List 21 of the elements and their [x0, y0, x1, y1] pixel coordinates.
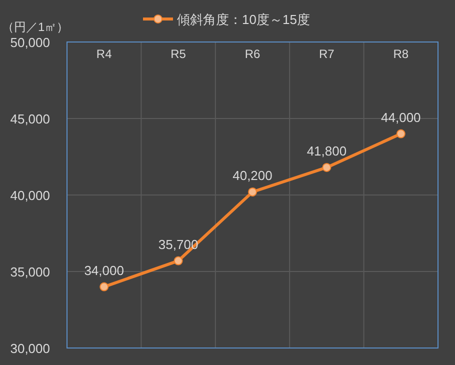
data-label: 40,200: [232, 168, 272, 183]
data-label: 41,800: [306, 143, 347, 158]
legend-label: 傾斜角度：10度～15度: [177, 12, 310, 27]
data-label: 44,000: [381, 110, 421, 125]
point: [174, 256, 183, 266]
x-tick-label: R5: [170, 47, 186, 61]
y-tick-label: 35,000: [10, 264, 50, 280]
x-tick-label: R4: [96, 47, 112, 61]
y-tick-label: 30,000: [10, 341, 50, 356]
y-axis-title: （円／1㎡）: [2, 20, 69, 34]
point: [248, 187, 257, 196]
point: [396, 129, 406, 138]
x-tick-label: R7: [319, 47, 335, 61]
x-tick-label: R8: [393, 47, 409, 61]
data-label: 34,000: [84, 262, 124, 278]
point: [322, 162, 332, 172]
y-tick-label: 40,000: [10, 188, 50, 203]
x-tick-label: R6: [244, 47, 260, 61]
y-tick-label: 45,000: [10, 112, 50, 126]
point: [100, 282, 109, 292]
y-tick-label: 50,000: [10, 35, 50, 50]
